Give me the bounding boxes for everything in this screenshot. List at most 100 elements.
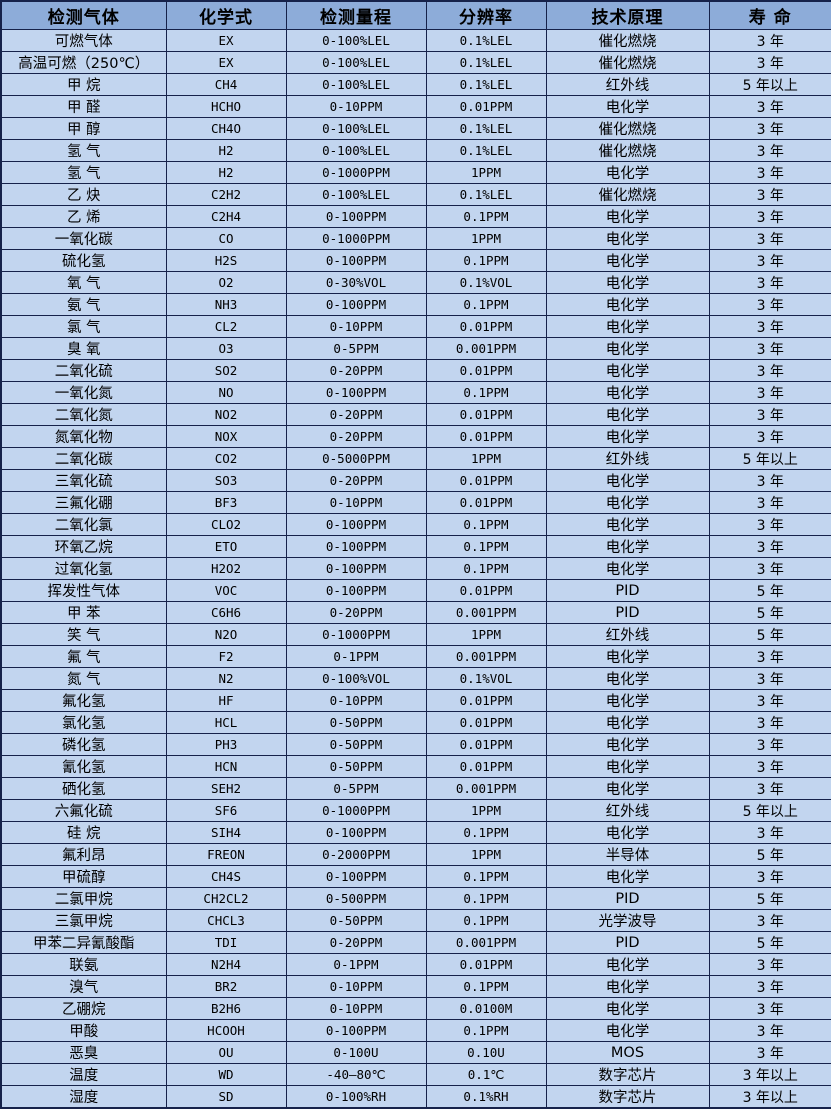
cell-gas: 环氧乙烷 — [0, 535, 167, 558]
cell-formula: CLO2 — [165, 513, 287, 536]
cell-formula: N2H4 — [165, 953, 287, 976]
cell-range: 0-20PPM — [285, 469, 427, 492]
cell-principle: 催化燃烧 — [545, 139, 710, 162]
cell-resolution: 0.1%LEL — [425, 139, 547, 162]
table-row: 硅 烷 SIH4 0-100PPM 0.1PPM 电化学 3 年 — [0, 821, 831, 844]
cell-resolution: 0.001PPM — [425, 601, 547, 624]
cell-gas: 溴气 — [0, 975, 167, 998]
cell-gas: 高温可燃（250℃） — [0, 51, 167, 74]
cell-gas: 臭 氧 — [0, 337, 167, 360]
cell-range: 0-100%LEL — [285, 73, 427, 96]
cell-life: 3 年 — [708, 689, 831, 712]
cell-resolution: 0.01PPM — [425, 579, 547, 602]
cell-formula: EX — [165, 51, 287, 74]
cell-range: 0-100PPM — [285, 381, 427, 404]
table-row: 二氯甲烷 CH2CL2 0-500PPM 0.1PPM PID 5 年 — [0, 887, 831, 910]
cell-life: 3 年 — [708, 139, 831, 162]
cell-life: 5 年 — [708, 579, 831, 602]
cell-resolution: 0.01PPM — [425, 469, 547, 492]
cell-formula: H2 — [165, 161, 287, 184]
cell-resolution: 0.1PPM — [425, 535, 547, 558]
cell-range: 0-10PPM — [285, 689, 427, 712]
cell-gas: 甲 醇 — [0, 117, 167, 140]
cell-principle: 电化学 — [545, 953, 710, 976]
cell-resolution: 0.01PPM — [425, 953, 547, 976]
cell-principle: 电化学 — [545, 425, 710, 448]
cell-gas: 湿度 — [0, 1085, 167, 1109]
cell-gas: 氢 气 — [0, 161, 167, 184]
cell-resolution: 0.01PPM — [425, 689, 547, 712]
cell-life: 3 年 — [708, 403, 831, 426]
table-row: 一氧化碳 CO 0-1000PPM 1PPM 电化学 3 年 — [0, 227, 831, 250]
cell-formula: CO — [165, 227, 287, 250]
cell-principle: PID — [545, 887, 710, 910]
table-row: 氧 气 O2 0-30%VOL 0.1%VOL 电化学 3 年 — [0, 271, 831, 294]
table-row: 氟化氢 HF 0-10PPM 0.01PPM 电化学 3 年 — [0, 689, 831, 712]
cell-resolution: 0.1PPM — [425, 821, 547, 844]
cell-resolution: 1PPM — [425, 799, 547, 822]
table-header: 检测气体 化学式 检测量程 分辨率 技术原理 寿 命 — [0, 0, 831, 30]
cell-formula: F2 — [165, 645, 287, 668]
cell-resolution: 0.001PPM — [425, 645, 547, 668]
cell-life: 3 年 — [708, 755, 831, 778]
cell-principle: 电化学 — [545, 513, 710, 536]
cell-principle: 电化学 — [545, 777, 710, 800]
cell-formula: TDI — [165, 931, 287, 954]
cell-resolution: 0.1%VOL — [425, 667, 547, 690]
cell-principle: 红外线 — [545, 73, 710, 96]
cell-range: 0-20PPM — [285, 601, 427, 624]
header-principle: 技术原理 — [545, 0, 710, 30]
table-row: 一氧化氮 NO 0-100PPM 0.1PPM 电化学 3 年 — [0, 381, 831, 404]
cell-range: 0-1000PPM — [285, 227, 427, 250]
table-row: 氰化氢 HCN 0-50PPM 0.01PPM 电化学 3 年 — [0, 755, 831, 778]
cell-formula: BF3 — [165, 491, 287, 514]
cell-life: 3 年 — [708, 249, 831, 272]
table-row: 六氟化硫 SF6 0-1000PPM 1PPM 红外线 5 年以上 — [0, 799, 831, 822]
cell-formula: CH4S — [165, 865, 287, 888]
cell-resolution: 0.1PPM — [425, 909, 547, 932]
cell-life: 5 年 — [708, 623, 831, 646]
cell-life: 5 年以上 — [708, 799, 831, 822]
cell-formula: EX — [165, 29, 287, 52]
cell-principle: 电化学 — [545, 821, 710, 844]
cell-resolution: 0.01PPM — [425, 95, 547, 118]
cell-formula: SD — [165, 1085, 287, 1109]
cell-range: 0-100%LEL — [285, 117, 427, 140]
cell-formula: NH3 — [165, 293, 287, 316]
cell-resolution: 1PPM — [425, 161, 547, 184]
header-range: 检测量程 — [285, 0, 427, 30]
cell-life: 3 年 — [708, 183, 831, 206]
cell-life: 3 年 — [708, 557, 831, 580]
cell-formula: N2O — [165, 623, 287, 646]
table-row: 过氧化氢 H2O2 0-100PPM 0.1PPM 电化学 3 年 — [0, 557, 831, 580]
cell-principle: 电化学 — [545, 205, 710, 228]
table-row: 乙 炔 C2H2 0-100%LEL 0.1%LEL 催化燃烧 3 年 — [0, 183, 831, 206]
cell-principle: 红外线 — [545, 447, 710, 470]
cell-life: 3 年 — [708, 293, 831, 316]
cell-resolution: 1PPM — [425, 447, 547, 470]
cell-range: 0-10PPM — [285, 997, 427, 1020]
cell-principle: 电化学 — [545, 337, 710, 360]
cell-formula: CH2CL2 — [165, 887, 287, 910]
cell-principle: 催化燃烧 — [545, 51, 710, 74]
cell-principle: 电化学 — [545, 315, 710, 338]
cell-life: 3 年 — [708, 513, 831, 536]
table-row: 甲 烷 CH4 0-100%LEL 0.1%LEL 红外线 5 年以上 — [0, 73, 831, 96]
cell-formula: HCHO — [165, 95, 287, 118]
cell-life: 5 年以上 — [708, 447, 831, 470]
cell-gas: 氮氧化物 — [0, 425, 167, 448]
cell-resolution: 1PPM — [425, 623, 547, 646]
cell-principle: 催化燃烧 — [545, 183, 710, 206]
table-row: 氨 气 NH3 0-100PPM 0.1PPM 电化学 3 年 — [0, 293, 831, 316]
cell-gas: 甲苯二异氰酸酯 — [0, 931, 167, 954]
cell-gas: 氟化氢 — [0, 689, 167, 712]
table-row: 硒化氢 SEH2 0-5PPM 0.001PPM 电化学 3 年 — [0, 777, 831, 800]
cell-principle: 电化学 — [545, 227, 710, 250]
table-row: 氢 气 H2 0-100%LEL 0.1%LEL 催化燃烧 3 年 — [0, 139, 831, 162]
cell-formula: HCOOH — [165, 1019, 287, 1042]
cell-formula: N2 — [165, 667, 287, 690]
cell-principle: 电化学 — [545, 733, 710, 756]
cell-principle: 电化学 — [545, 535, 710, 558]
cell-range: 0-100PPM — [285, 557, 427, 580]
cell-principle: 电化学 — [545, 865, 710, 888]
